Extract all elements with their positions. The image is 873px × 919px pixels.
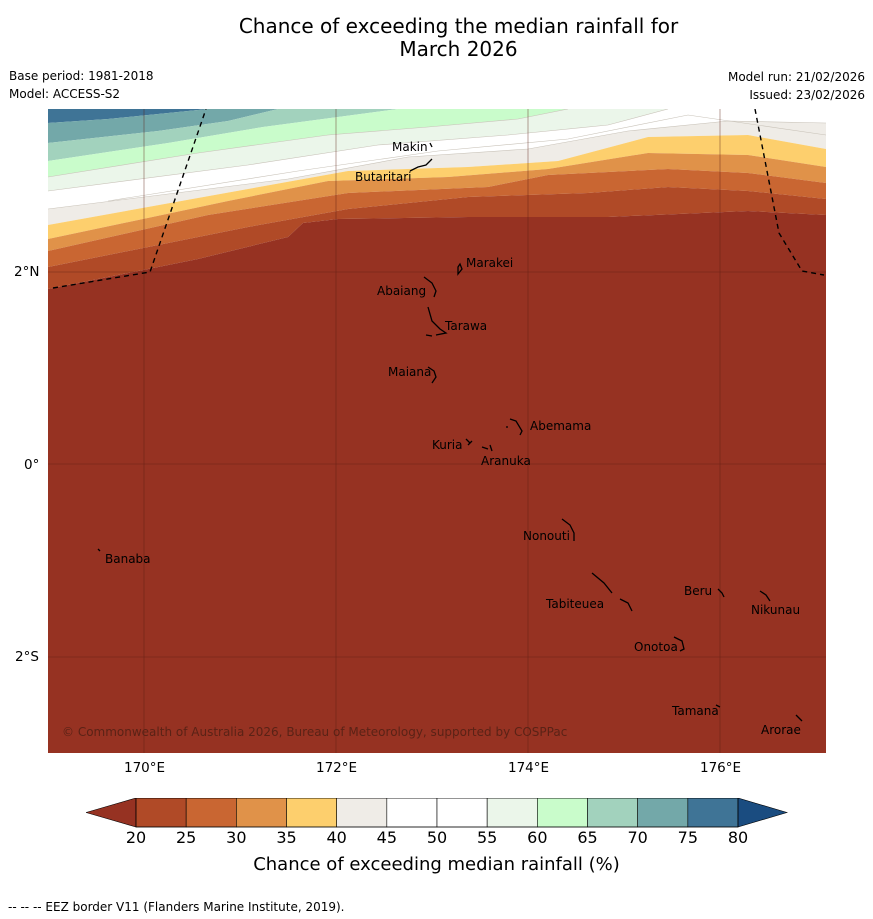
copyright-notice: © Commonwealth of Australia 2026, Bureau… [62, 725, 567, 739]
colorbar-cell [486, 798, 538, 828]
band-35-40 [48, 135, 826, 239]
island-arorae [795, 714, 803, 722]
band-30-35 [48, 153, 826, 251]
place-labels: Makin Butaritari Marakei Abaiang Tarawa … [105, 140, 801, 737]
map-title-line1: Chance of exceeding the median rainfall … [238, 14, 679, 38]
label-onotoa: Onotoa [634, 640, 678, 654]
colorbar-tick-label: 65 [577, 828, 598, 847]
label-beru: Beru [684, 584, 712, 598]
colorbar-tick-label: 30 [226, 828, 247, 847]
colorbar-tick-label: 35 [276, 828, 297, 847]
label-kuria: Kuria [432, 438, 463, 452]
island-nonouti [561, 518, 575, 541]
lon-tick-170: 170°E [124, 760, 166, 776]
band-70-75 [48, 109, 278, 143]
band-25-30 [48, 169, 826, 267]
label-tabiteuea: Tabiteuea [545, 597, 604, 611]
band-20-25 [48, 187, 826, 289]
colorbar-cell [135, 798, 187, 828]
island-abemama [506, 418, 523, 436]
eez-border [52, 109, 825, 289]
colorbar-cell [537, 798, 588, 828]
colorbar-cell [587, 798, 638, 828]
label-marakei: Marakei [466, 256, 513, 270]
island-marakei [457, 262, 463, 276]
colorbar-cell [286, 798, 337, 828]
rainfall-map: Makin Butaritari Marakei Abaiang Tarawa … [48, 109, 826, 753]
colorbar-tick-label: 50 [426, 828, 448, 847]
island-butaritari [409, 158, 433, 172]
colorbar-tick-label: 60 [527, 828, 548, 847]
islands [97, 142, 803, 722]
island-beru [717, 588, 725, 598]
island-kuria [465, 438, 473, 446]
issued-date: Issued: 23/02/2026 [749, 88, 865, 102]
island-banaba [97, 548, 101, 552]
colorbar-tick-label: 75 [677, 828, 698, 847]
colorbar-tick-label: 40 [326, 828, 347, 847]
colorbar-tick-label: 25 [175, 828, 197, 847]
colorbar-tick-label: 80 [727, 828, 749, 847]
eez-footnote: -- -- -- EEZ border V11 (Flanders Marine… [8, 900, 345, 914]
colorbar-cell [336, 798, 388, 828]
colorbar-cell [386, 798, 438, 828]
colorbar-over-arrow [737, 798, 788, 828]
colorbar-cell [637, 798, 689, 828]
band-under-20 [48, 211, 826, 753]
island-makin [429, 142, 433, 148]
island-aranuka [481, 444, 493, 452]
island-tarawa [425, 306, 448, 337]
label-makin: Makin [392, 140, 428, 154]
colorbar-under-arrow [86, 798, 137, 828]
band-75-80 [48, 109, 208, 123]
colorbar-cell [236, 798, 287, 828]
island-abaiang [423, 276, 437, 298]
lon-tick-174: 174°E [508, 760, 550, 776]
colorbar-tick-label: 55 [476, 828, 498, 847]
contour-lines [48, 109, 826, 210]
colorbar-frame [135, 798, 739, 828]
label-abaiang: Abaiang [377, 284, 426, 298]
label-maiana: Maiana [388, 365, 431, 379]
label-nonouti: Nonouti [523, 529, 570, 543]
island-tamana [715, 704, 721, 708]
lat-tick-0: 0° [24, 457, 40, 473]
island-onotoa [673, 636, 685, 652]
band-45-55 [48, 109, 826, 209]
island-tabiteuea [591, 572, 633, 612]
colorbar-cell [687, 798, 739, 828]
colorbar-tick-label: 45 [376, 828, 397, 847]
base-period: Base period: 1981-2018 [9, 69, 154, 83]
label-abemama: Abemama [530, 419, 591, 433]
island-nikunau [759, 590, 771, 602]
colorbar [86, 798, 788, 828]
lat-tick-2s: 2°S [15, 649, 39, 665]
lat-tick-2n: 2°N [14, 264, 40, 280]
colorbar-tick-label: 70 [627, 828, 648, 847]
label-tamana: Tamana [671, 704, 719, 718]
label-aranuka: Aranuka [481, 454, 531, 468]
colorbar-cell [436, 798, 488, 828]
model-run: Model run: 21/02/2026 [727, 70, 865, 84]
label-banaba: Banaba [105, 552, 151, 566]
lon-tick-176: 176°E [700, 760, 742, 776]
colorbar-label: Chance of exceeding median rainfall (%) [253, 854, 620, 875]
gridlines [48, 109, 826, 753]
label-butaritari: Butaritari [355, 170, 412, 184]
lon-tick-172: 172°E [316, 760, 358, 776]
island-maiana [427, 366, 437, 384]
band-40-45 [48, 121, 826, 225]
model-name: Model: ACCESS-S2 [9, 87, 121, 101]
colorbar-tick-label: 20 [125, 828, 147, 847]
colorbar-cells [135, 798, 739, 828]
label-arorae: Arorae [761, 723, 801, 737]
colorbar-cell [185, 798, 237, 828]
map-title-line2: March 2026 [399, 37, 518, 61]
band-55-60 [48, 109, 668, 191]
label-tarawa: Tarawa [444, 319, 487, 333]
label-nikunau: Nikunau [751, 603, 800, 617]
